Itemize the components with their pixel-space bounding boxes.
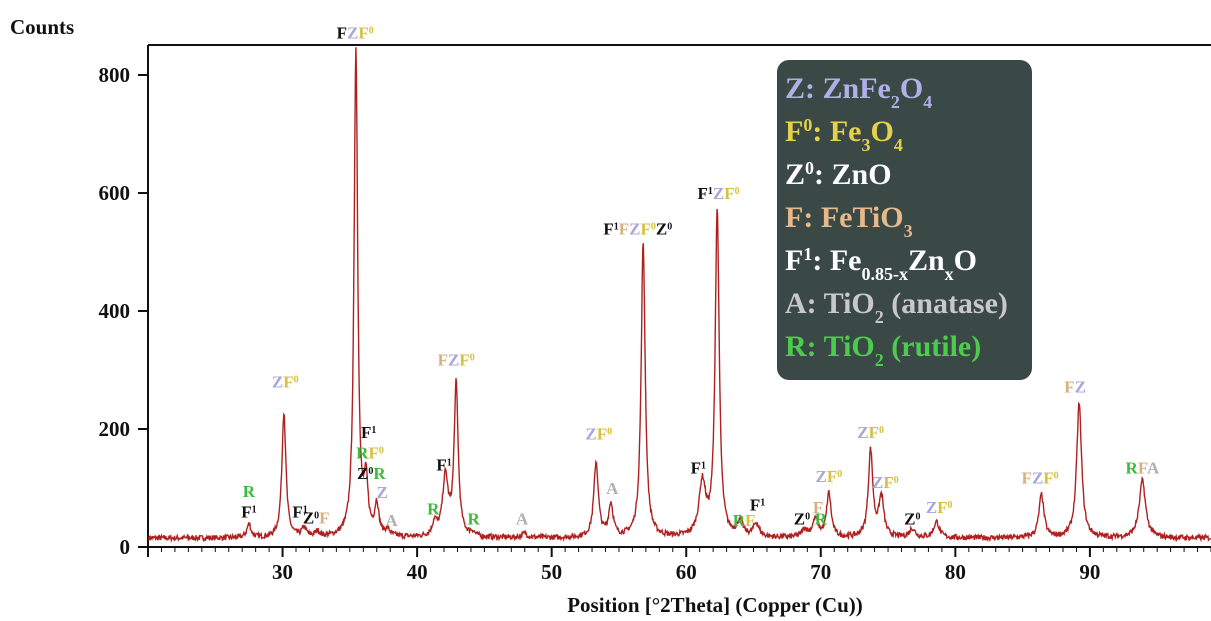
- peak-label: F1FZF0Z0: [603, 219, 672, 238]
- x-axis-title: Position [°2Theta] (Copper (Cu)): [567, 593, 863, 617]
- legend-entry: Z: ZnFe2O4: [785, 72, 932, 112]
- peak-label: Z: [376, 483, 387, 502]
- x-tick-label: 70: [810, 560, 831, 584]
- peak-label: F1: [750, 495, 765, 514]
- peak-label: Z0F: [303, 508, 330, 527]
- y-axis-title: Counts: [10, 15, 74, 39]
- peak-label: A: [516, 510, 529, 529]
- y-tick-label: 0: [120, 535, 131, 559]
- legend-entry: Z0: ZnO: [785, 158, 892, 191]
- peak-label: A: [385, 511, 398, 530]
- y-tick-label: 600: [99, 181, 131, 205]
- x-tick-label: 90: [1079, 560, 1100, 584]
- plot-frame: [147, 44, 1211, 548]
- peak-label: Z0R: [357, 464, 386, 483]
- peak-label: R: [427, 500, 440, 519]
- legend-entry: F0: Fe3O4: [785, 115, 903, 155]
- peak-label: RF: [733, 511, 756, 530]
- peak-label: F: [813, 498, 823, 517]
- x-tick-label: 40: [407, 560, 428, 584]
- peak-label: R: [815, 510, 828, 529]
- diffraction-pattern-line: [148, 47, 1211, 543]
- peak-label: ZF0: [815, 467, 842, 486]
- peak-label: F1: [436, 455, 451, 474]
- peak-label: ZF0: [585, 425, 612, 444]
- peak-label: R: [467, 510, 480, 529]
- peak-label: ZF0: [272, 373, 299, 392]
- legend-entry: A: TiO2 (anatase): [785, 287, 1008, 327]
- peak-label: ZF0: [926, 498, 953, 517]
- y-axis-ticks: 0 200 400 600 800: [99, 63, 148, 559]
- peak-label: R: [243, 482, 256, 501]
- y-tick-label: 800: [99, 63, 131, 87]
- peak-label: F1: [691, 458, 706, 477]
- peak-label: Z0: [904, 510, 920, 529]
- x-axis-ticks: 30 40 50 60 70 80 90: [147, 547, 1211, 584]
- peak-label: F1: [241, 503, 256, 522]
- peak-label: F1: [292, 503, 307, 522]
- x-tick-label: 30: [272, 560, 293, 584]
- peak-label: ZF0: [857, 423, 884, 442]
- peak-label: ZF0: [872, 473, 899, 492]
- y-tick-label: 200: [99, 417, 131, 441]
- peak-label: A: [606, 479, 619, 498]
- peak-label: FZF0: [337, 23, 374, 42]
- legend-entry: R: TiO2 (rutile): [785, 330, 981, 370]
- legend-box: [777, 60, 1032, 380]
- peak-label: RFA: [1126, 458, 1160, 477]
- peak-label: RF0: [356, 444, 384, 463]
- y-tick-label: 400: [99, 299, 131, 323]
- x-tick-label: 80: [945, 560, 966, 584]
- x-tick-label: 50: [541, 560, 562, 584]
- peak-label: F1ZF0: [697, 184, 739, 203]
- legend-entry: F1: Fe0.85-xZnxO: [785, 244, 977, 284]
- peak-label: FZ: [1064, 377, 1086, 396]
- peak-label: Z0: [794, 510, 810, 529]
- peak-label: FZF0: [1022, 468, 1059, 487]
- legend-entry: F: FeTiO3: [785, 201, 913, 241]
- peak-label: FZF0: [438, 350, 475, 369]
- x-tick-label: 60: [676, 560, 697, 584]
- peak-label: F1: [361, 423, 376, 442]
